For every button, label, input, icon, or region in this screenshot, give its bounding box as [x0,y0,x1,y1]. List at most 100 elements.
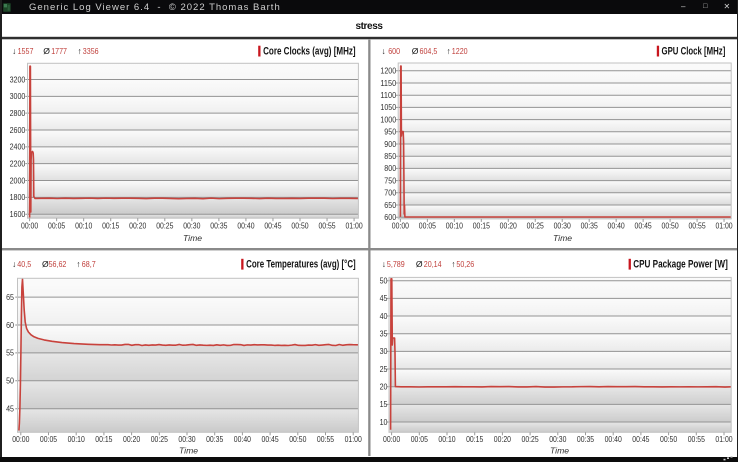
svg-text:1200: 1200 [380,67,396,76]
svg-text:00:45: 00:45 [632,435,650,444]
svg-text:2000: 2000 [10,176,26,185]
svg-text:00:15: 00:15 [102,222,120,231]
svg-text:700: 700 [384,189,397,198]
svg-text:00:50: 00:50 [660,435,678,444]
svg-text:00:10: 00:10 [446,222,464,231]
svg-text:Time: Time [179,446,198,456]
svg-text:68,7: 68,7 [82,259,96,269]
svg-text:750: 750 [384,176,397,185]
svg-text:↑: ↑ [447,46,451,56]
svg-text:00:05: 00:05 [40,435,58,444]
svg-text:00:40: 00:40 [605,435,623,444]
svg-text:↓: ↓ [382,46,386,56]
svg-text:00:15: 00:15 [473,222,491,231]
svg-text:00:20: 00:20 [129,222,147,231]
svg-text:40: 40 [380,312,388,321]
svg-text:00:20: 00:20 [123,435,141,444]
svg-text:00:25: 00:25 [151,435,169,444]
svg-text:56,62: 56,62 [49,259,67,269]
svg-text:00:50: 00:50 [291,222,309,231]
svg-text:00:05: 00:05 [419,222,437,231]
svg-text:35: 35 [380,330,388,339]
svg-text:00:30: 00:30 [183,222,201,231]
svg-text:1150: 1150 [380,79,396,88]
svg-text:20: 20 [380,383,388,392]
svg-text:850: 850 [384,152,397,161]
svg-text:CPU Package Power [W]: CPU Package Power [W] [633,259,728,271]
svg-text:00:30: 00:30 [178,435,196,444]
svg-text:GPU Clock [MHz]: GPU Clock [MHz] [662,46,726,58]
svg-text:900: 900 [384,140,397,149]
svg-text:3200: 3200 [10,75,26,84]
svg-text:01:00: 01:00 [345,435,363,444]
svg-text:↓: ↓ [12,46,16,56]
svg-text:1100: 1100 [380,91,396,100]
svg-text:600: 600 [384,213,397,222]
svg-text:00:45: 00:45 [264,222,282,231]
svg-text:3356: 3356 [83,46,99,56]
svg-text:45: 45 [380,294,388,303]
svg-text:Ø: Ø [412,46,419,56]
svg-text:40,5: 40,5 [17,259,31,269]
svg-text:↑: ↑ [451,259,455,269]
svg-text:45: 45 [6,405,14,414]
svg-text:1800: 1800 [10,193,26,202]
svg-text:Time: Time [550,446,569,456]
svg-text:↓: ↓ [382,259,386,269]
svg-text:50: 50 [380,277,388,286]
svg-text:00:20: 00:20 [494,435,512,444]
svg-text:Ø: Ø [42,259,49,269]
svg-text:00:55: 00:55 [688,435,706,444]
svg-text:01:00: 01:00 [715,222,733,231]
svg-text:950: 950 [384,128,397,137]
svg-text:00:00: 00:00 [383,435,401,444]
svg-text:800: 800 [384,164,397,173]
svg-text:650: 650 [384,201,397,210]
svg-text:25: 25 [380,365,388,374]
svg-text:00:50: 00:50 [289,435,307,444]
svg-text:00:35: 00:35 [577,435,595,444]
svg-text:1600: 1600 [10,210,26,219]
svg-text:00:35: 00:35 [581,222,599,231]
svg-text:Ø: Ø [416,259,423,269]
svg-text:↓: ↓ [12,259,16,269]
svg-text:1000: 1000 [380,115,396,124]
svg-text:Time: Time [553,233,572,243]
svg-text:00:50: 00:50 [662,222,680,231]
svg-text:↑: ↑ [78,46,82,56]
svg-text:55: 55 [6,349,14,358]
svg-text:00:25: 00:25 [522,435,540,444]
svg-text:Core Temperatures (avg) [°C]: Core Temperatures (avg) [°C] [246,259,356,271]
svg-text:00:45: 00:45 [262,435,280,444]
svg-text:00:40: 00:40 [234,435,252,444]
svg-text:50: 50 [6,377,14,386]
svg-text:00:10: 00:10 [68,435,86,444]
svg-text:2800: 2800 [10,109,26,118]
svg-text:↑: ↑ [76,259,80,269]
svg-text:00:55: 00:55 [318,222,336,231]
svg-text:60: 60 [6,321,14,330]
svg-text:1050: 1050 [380,103,396,112]
svg-text:00:55: 00:55 [317,435,335,444]
svg-text:2200: 2200 [10,159,26,168]
svg-text:00:05: 00:05 [411,435,429,444]
svg-text:00:55: 00:55 [688,222,706,231]
svg-text:00:10: 00:10 [438,435,456,444]
svg-text:00:35: 00:35 [210,222,228,231]
svg-text:20,14: 20,14 [424,259,442,269]
svg-text:00:15: 00:15 [466,435,484,444]
svg-text:00:30: 00:30 [554,222,572,231]
svg-text:30: 30 [380,347,388,356]
svg-text:Time: Time [183,233,202,243]
svg-text:Core Clocks (avg) [MHz]: Core Clocks (avg) [MHz] [263,46,356,58]
svg-text:10: 10 [380,418,388,427]
svg-text:00:20: 00:20 [500,222,518,231]
svg-text:00:15: 00:15 [95,435,113,444]
svg-text:Ø: Ø [43,46,50,56]
svg-text:1557: 1557 [18,46,34,56]
svg-text:00:40: 00:40 [237,222,255,231]
svg-text:00:30: 00:30 [549,435,567,444]
svg-text:00:40: 00:40 [608,222,626,231]
svg-text:00:00: 00:00 [12,435,30,444]
svg-text:2400: 2400 [10,143,26,152]
